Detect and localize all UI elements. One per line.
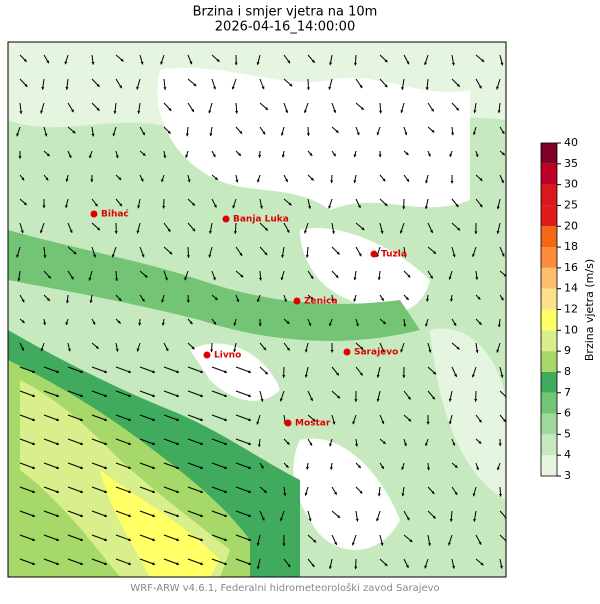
- city-marker: [204, 352, 211, 359]
- city-label: Tuzla: [381, 250, 407, 260]
- colorbar-segment: [541, 164, 557, 185]
- colorbar-segment: [541, 372, 557, 393]
- city-label: Mostar: [295, 419, 331, 429]
- city-marker: [285, 420, 292, 427]
- colorbar-segment: [541, 226, 557, 247]
- colorbar-tick-label: 3: [564, 469, 571, 482]
- city-label: Zenica: [304, 297, 338, 307]
- colorbar-tick-label: 40: [564, 136, 578, 149]
- colorbar-segment: [541, 289, 557, 310]
- city-marker: [91, 211, 98, 218]
- city-label: Bihać: [101, 209, 129, 220]
- colorbar-tick-label: 25: [564, 198, 578, 211]
- colorbar-tick-label: 10: [564, 323, 578, 336]
- city-marker: [294, 298, 301, 305]
- colorbar-segment: [541, 205, 557, 226]
- city-marker: [344, 349, 351, 356]
- colorbar-segment: [541, 414, 557, 435]
- colorbar-tick-label: 30: [564, 178, 578, 191]
- footer: WRF-ARW v4.6.1, Federalni hidrometeorolo…: [130, 582, 439, 594]
- colorbar-segment: [541, 330, 557, 351]
- city-label: Sarajevo: [354, 348, 398, 358]
- colorbar: 3 4 5 6 7 8 9 10 12 14 16 18 20 25 30 35 40: [541, 136, 578, 482]
- colorbar-segment: [541, 185, 557, 206]
- colorbar-tick-label: 8: [564, 365, 571, 378]
- colorbar-tick-label: 5: [564, 427, 571, 440]
- colorbar-tick-label: 12: [564, 303, 578, 316]
- city-marker: [371, 251, 378, 258]
- colorbar-segment: [541, 143, 557, 164]
- colorbar-tick-label: 20: [564, 219, 578, 232]
- city-marker: [223, 216, 230, 223]
- city-label: Livno: [214, 351, 241, 361]
- colorbar-tick-label: 6: [564, 407, 571, 420]
- colorbar-label: Brzina vjetra (m/s): [583, 259, 596, 361]
- title: Brzina i smjer vjetra na 10m: [193, 5, 378, 20]
- colorbar-segment: [541, 393, 557, 414]
- map: Bihać Banja Luka Tuzla Zenica Livno Sarajevo M…: [8, 42, 508, 577]
- colorbar-segment: [541, 268, 557, 289]
- colorbar-segment: [541, 310, 557, 331]
- colorbar-segment: [541, 455, 557, 476]
- colorbar-tick-label: 14: [564, 282, 578, 295]
- colorbar-tick-label: 35: [564, 157, 578, 170]
- subtitle: 2026-04-16_14:00:00: [215, 20, 355, 35]
- colorbar-tick-label: 7: [564, 386, 571, 399]
- colorbar-segment: [541, 351, 557, 372]
- colorbar-segment: [541, 247, 557, 268]
- city-label: Banja Luka: [233, 215, 289, 225]
- colorbar-tick-label: 9: [564, 344, 571, 357]
- colorbar-tick-label: 16: [564, 261, 578, 274]
- colorbar-segment: [541, 434, 557, 455]
- colorbar-tick-label: 4: [564, 448, 571, 461]
- colorbar-tick-label: 18: [564, 240, 578, 253]
